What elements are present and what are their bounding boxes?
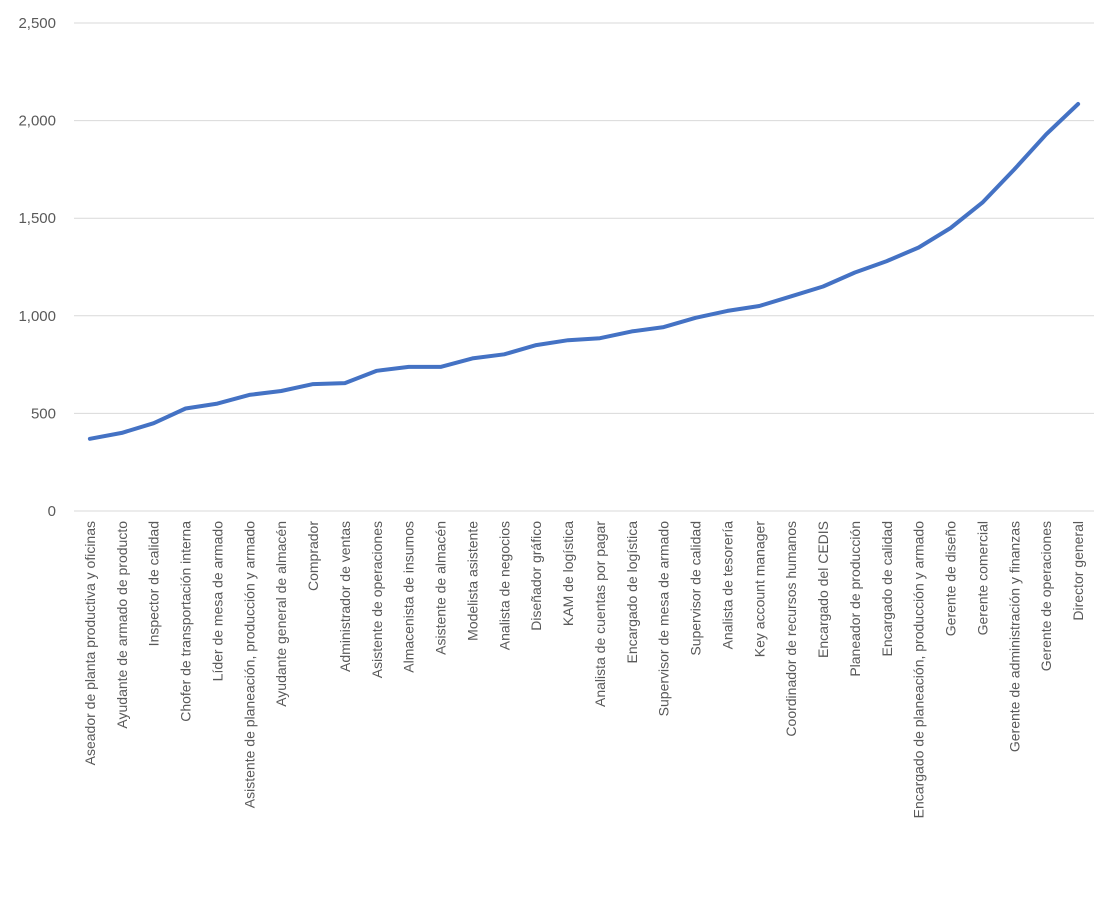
- x-tick-label: Supervisor de mesa de armado: [656, 521, 672, 717]
- x-tick-label: Encargado de logística: [624, 521, 640, 664]
- x-tick-label: Ayudante de armado de producto: [114, 521, 130, 729]
- x-tick-label: Gerente de administración y finanzas: [1006, 521, 1022, 752]
- y-tick-label: 0: [48, 503, 56, 520]
- x-tick-label: Encargado del CEDIS: [815, 521, 831, 658]
- x-tick-label: Supervisor de calidad: [688, 521, 704, 656]
- x-tick-label: Encargado de planeación, producción y ar…: [911, 521, 927, 819]
- x-tick-label: Comprador: [305, 521, 321, 591]
- y-axis-tick-labels: 0 500 1,000 1,500 2,000 2,500: [18, 15, 56, 520]
- y-tick-label: 2,500: [18, 15, 56, 32]
- x-tick-label: Analista de tesorería: [719, 521, 735, 650]
- x-tick-label: Planeador de producción: [847, 521, 863, 677]
- gridlines: [74, 22, 1094, 512]
- x-tick-label: Key account manager: [751, 521, 767, 658]
- y-tick-label: 1,500: [18, 210, 56, 227]
- x-tick-label: Asistente de planeación, producción y ar…: [241, 521, 257, 808]
- x-tick-label: Gerente de diseño: [943, 521, 959, 636]
- x-tick-label: Analista de negocios: [496, 521, 512, 650]
- x-tick-label: Encargado de calidad: [879, 521, 895, 656]
- x-tick-label: Chofer de transportación interna: [178, 521, 194, 722]
- y-tick-label: 1,000: [18, 308, 56, 325]
- x-tick-label: KAM de logística: [560, 521, 576, 626]
- x-tick-label: Director general: [1070, 521, 1086, 621]
- x-tick-label: Líder de mesa de armado: [209, 521, 225, 682]
- x-tick-label: Aseador de planta productiva y oficinas: [82, 521, 98, 765]
- x-tick-label: Inspector de calidad: [146, 521, 162, 646]
- x-tick-label: Gerente comercial: [974, 521, 990, 635]
- x-tick-label: Gerente de operaciones: [1038, 521, 1054, 671]
- x-tick-label: Asistente de almacén: [433, 521, 449, 655]
- series-layer: [87, 102, 1081, 441]
- x-tick-label: Modelista asistente: [464, 521, 480, 641]
- x-tick-label: Almacenista de insumos: [401, 521, 417, 673]
- y-tick-label: 500: [31, 405, 56, 422]
- x-tick-label: Ayudante general de almacén: [273, 521, 289, 707]
- x-axis-tick-labels: Aseador de planta productiva y oficinas A…: [82, 521, 1086, 819]
- series-line: [87, 102, 1081, 441]
- x-tick-label: Asistente de operaciones: [369, 521, 385, 678]
- x-tick-label: Administrador de ventas: [337, 521, 353, 672]
- x-tick-label: Diseñador gráfico: [528, 521, 544, 631]
- x-tick-label: Analista de cuentas por pagar: [592, 521, 608, 707]
- y-tick-label: 2,000: [18, 113, 56, 130]
- x-tick-label: Coordinador de recursos humanos: [783, 521, 799, 737]
